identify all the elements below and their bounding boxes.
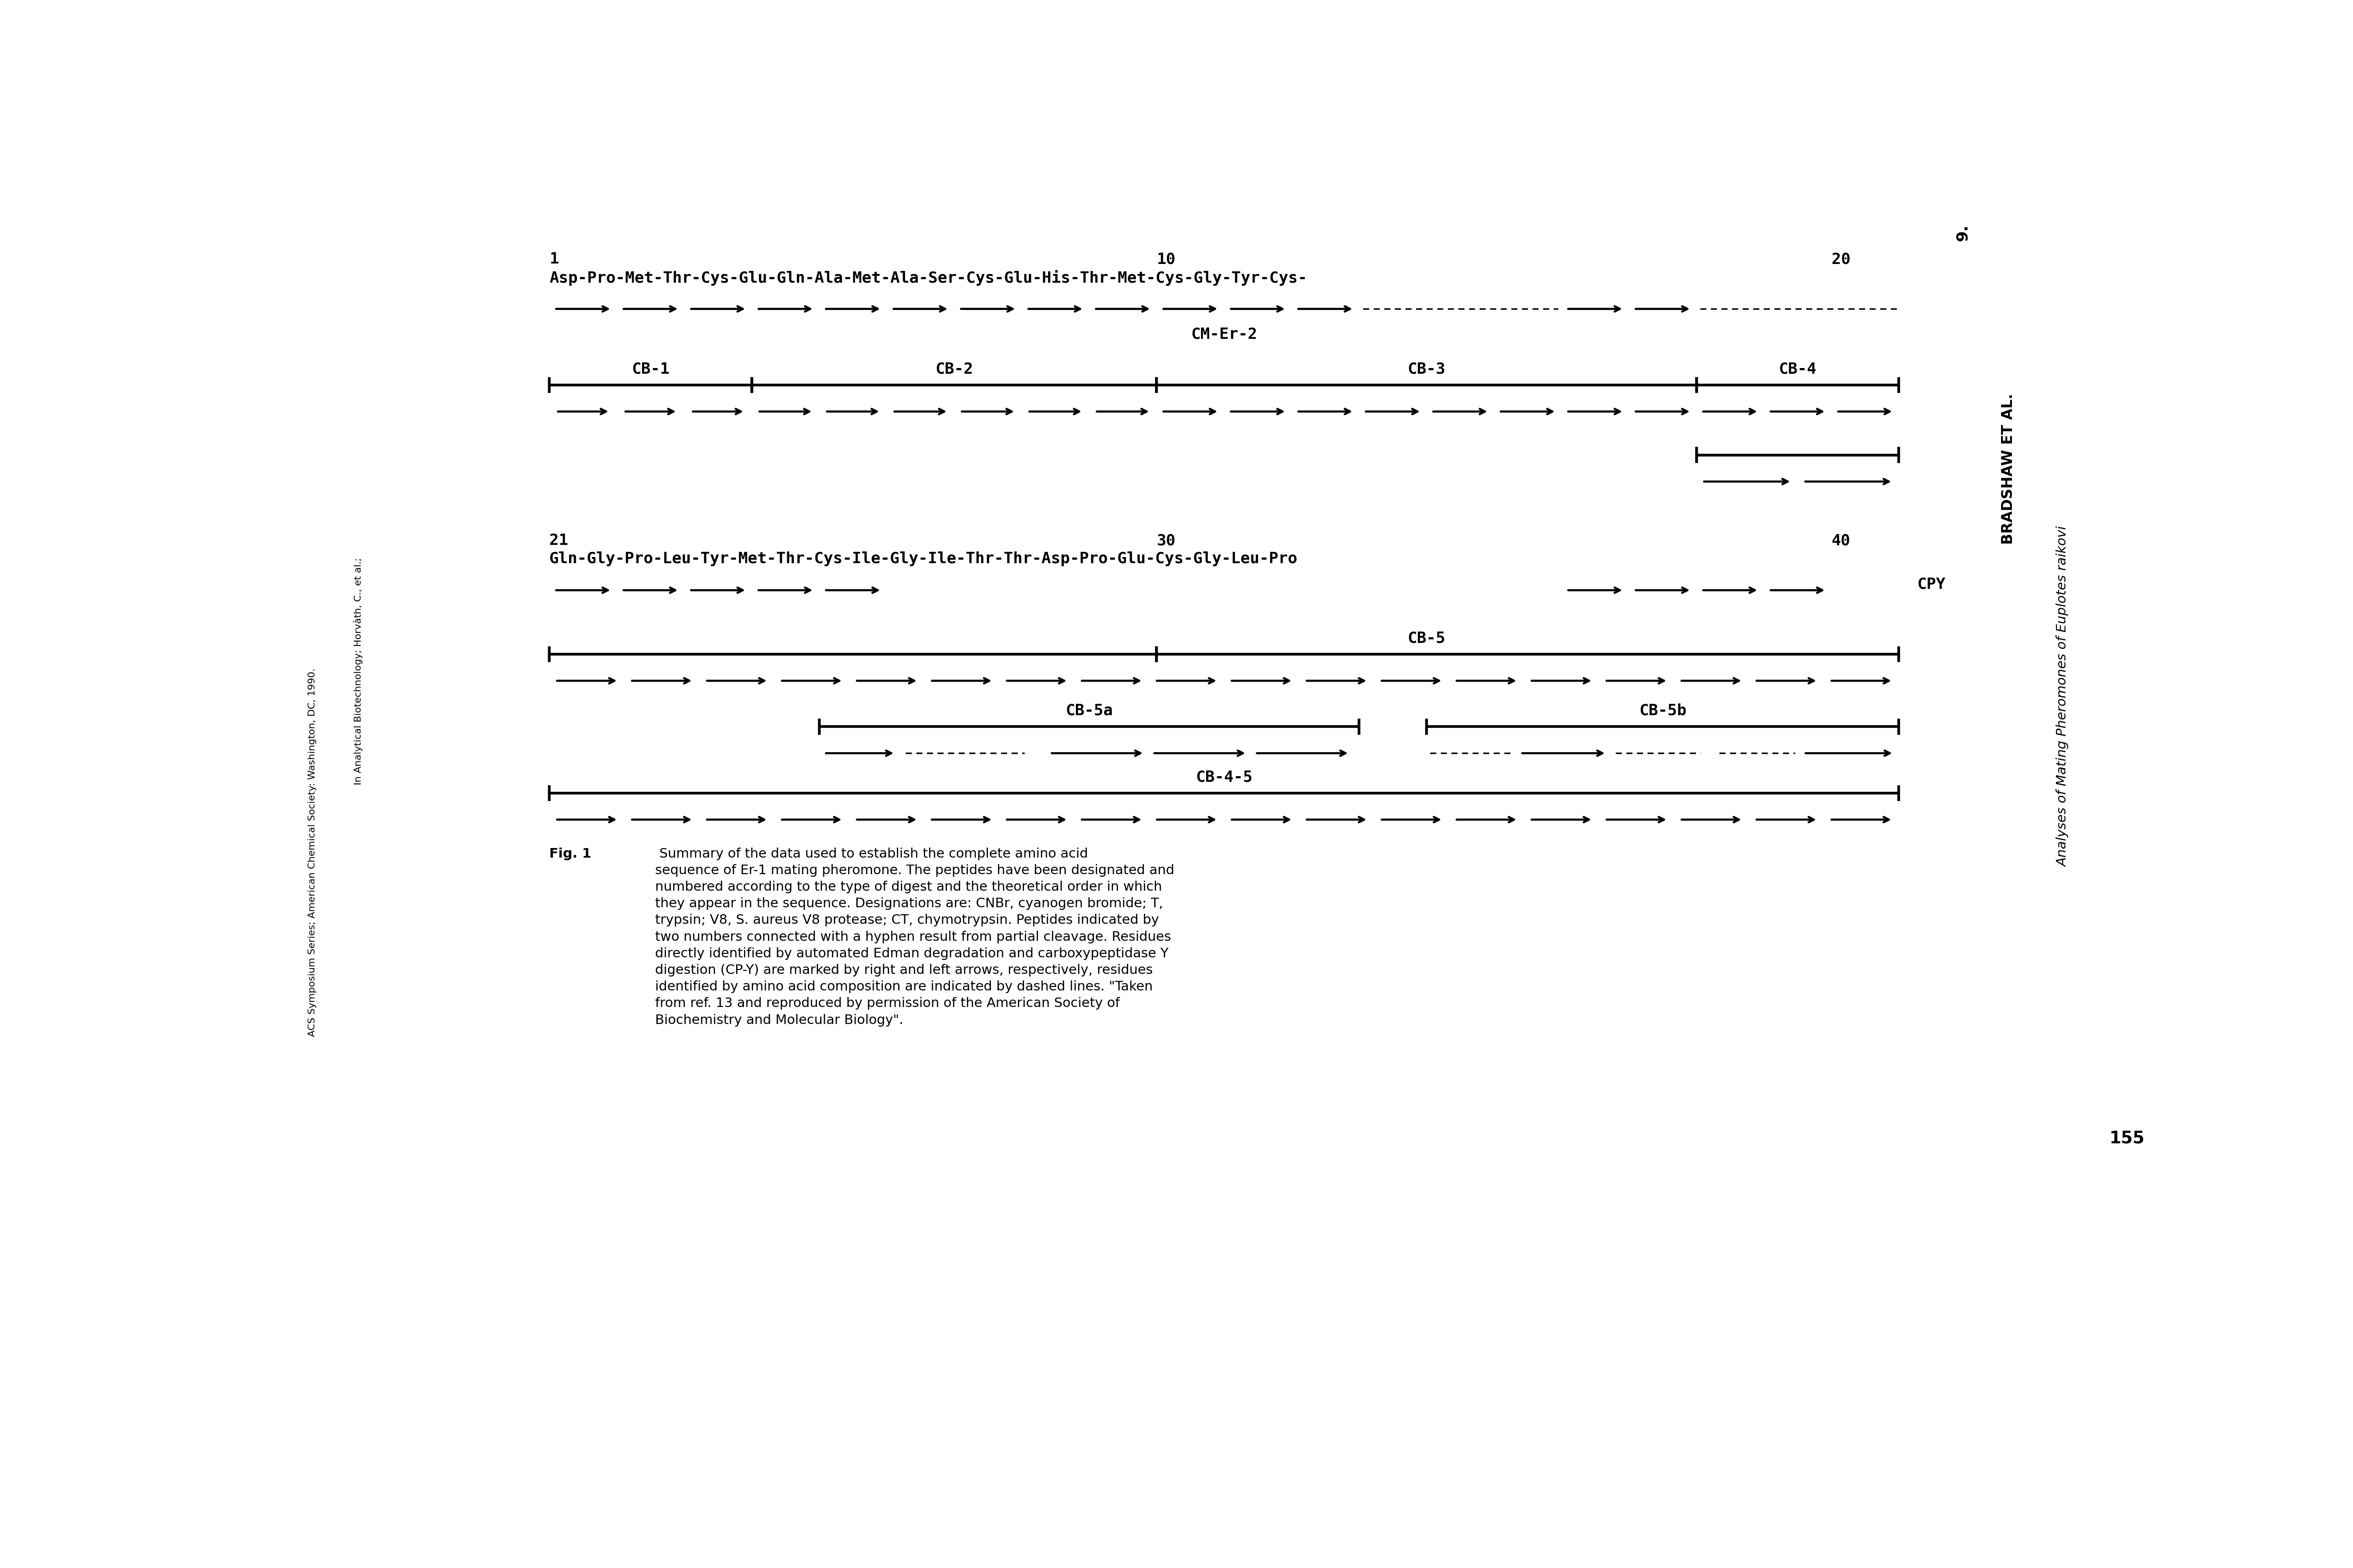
Text: CB-2: CB-2 — [934, 362, 974, 376]
Text: In Analytical Biotechnology; Horvàth, C., et al.;: In Analytical Biotechnology; Horvàth, C.… — [353, 558, 362, 784]
Text: CB-4: CB-4 — [1779, 362, 1817, 376]
Text: Fig. 1: Fig. 1 — [551, 847, 591, 859]
Text: 21: 21 — [551, 533, 569, 547]
Text: Analyses of Mating Pheromones of Euplotes raikovi: Analyses of Mating Pheromones of Euplote… — [2057, 527, 2068, 867]
Text: CB-4-5: CB-4-5 — [1195, 770, 1252, 784]
Text: CB-5: CB-5 — [1407, 630, 1445, 646]
Text: 30: 30 — [1158, 533, 1176, 547]
Text: Gln-Gly-Pro-Leu-Tyr-Met-Thr-Cys-Ile-Gly-Ile-Thr-Thr-Asp-Pro-Glu-Cys-Gly-Leu-Pro: Gln-Gly-Pro-Leu-Tyr-Met-Thr-Cys-Ile-Gly-… — [551, 552, 1299, 566]
Text: CB-5a: CB-5a — [1066, 704, 1113, 718]
Text: 20: 20 — [1831, 252, 1849, 267]
Text: 1: 1 — [551, 252, 560, 267]
Text: 9.: 9. — [1955, 224, 1969, 241]
Text: Asp-Pro-Met-Thr-Cys-Glu-Gln-Ala-Met-Ala-Ser-Cys-Glu-His-Thr-Met-Cys-Gly-Tyr-Cys-: Asp-Pro-Met-Thr-Cys-Glu-Gln-Ala-Met-Ala-… — [551, 270, 1308, 285]
Text: CPY: CPY — [1918, 577, 1946, 591]
Text: 155: 155 — [2108, 1131, 2144, 1146]
Text: ACS Symposium Series; American Chemical Society: Washington, DC, 1990.: ACS Symposium Series; American Chemical … — [308, 668, 318, 1036]
Text: CB-5b: CB-5b — [1640, 704, 1687, 718]
Text: BRADSHAW ET AL.: BRADSHAW ET AL. — [2000, 394, 2017, 544]
Text: 40: 40 — [1831, 533, 1849, 547]
Text: CM-Er-2: CM-Er-2 — [1191, 328, 1257, 342]
Text: Summary of the data used to establish the complete amino acid
sequence of Er-1 m: Summary of the data used to establish th… — [654, 847, 1174, 1027]
Text: 10: 10 — [1158, 252, 1176, 267]
Text: CB-3: CB-3 — [1407, 362, 1445, 376]
Text: CB-1: CB-1 — [631, 362, 671, 376]
